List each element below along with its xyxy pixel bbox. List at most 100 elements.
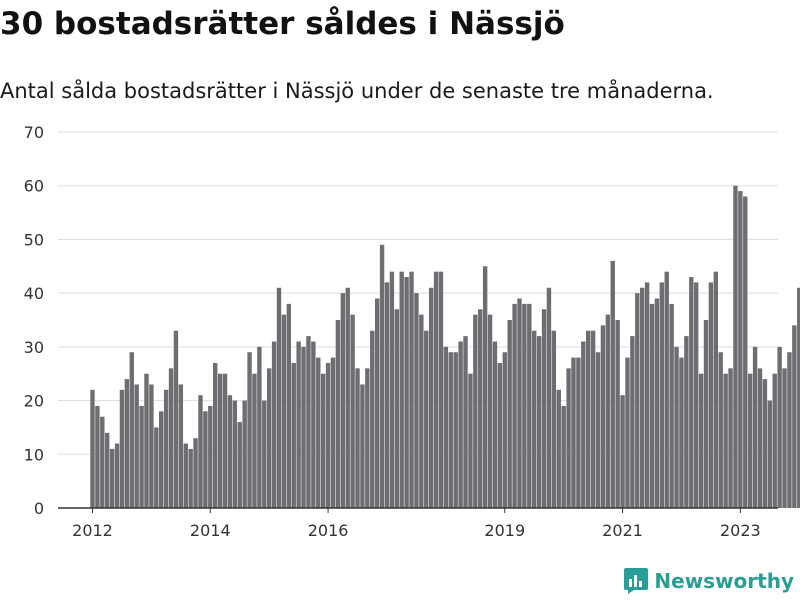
bar	[154, 427, 159, 508]
bar	[468, 373, 473, 508]
bar	[463, 336, 468, 508]
bar	[679, 357, 684, 508]
bar	[649, 303, 655, 508]
bar	[370, 330, 375, 508]
bar	[532, 330, 537, 508]
bar	[595, 352, 601, 508]
y-tick-label: 50	[24, 230, 44, 249]
bar	[743, 196, 748, 508]
bar	[620, 395, 625, 508]
bar	[502, 352, 507, 508]
bar	[144, 373, 149, 508]
x-tick-label: 2016	[308, 521, 349, 540]
x-tick-label: 2023	[720, 521, 761, 540]
bar	[718, 352, 723, 508]
x-axis: 2012201420162019202120232025	[58, 507, 778, 540]
bar	[723, 373, 728, 508]
bar	[482, 266, 488, 508]
bar	[762, 379, 768, 508]
bar	[684, 336, 689, 508]
bar	[664, 271, 669, 508]
bar	[566, 368, 571, 508]
bar	[242, 400, 247, 508]
bar	[605, 314, 611, 508]
y-tick-label: 60	[24, 177, 44, 196]
bar	[262, 400, 267, 508]
bar	[635, 293, 640, 508]
bar	[541, 309, 547, 508]
bar	[428, 287, 434, 508]
bar	[168, 368, 174, 508]
bar	[389, 271, 395, 508]
bar	[419, 314, 424, 508]
bar	[296, 341, 301, 508]
bar	[90, 389, 95, 508]
bar	[257, 346, 262, 508]
bar	[527, 303, 532, 508]
bar	[654, 298, 660, 508]
bar	[109, 448, 115, 508]
bar	[610, 260, 615, 508]
bar	[473, 314, 478, 508]
bar	[306, 336, 311, 508]
bar	[556, 389, 561, 508]
bar	[409, 271, 414, 508]
bar	[105, 432, 110, 508]
bar	[340, 293, 346, 508]
bar	[512, 303, 517, 508]
bar	[139, 405, 144, 508]
bar	[757, 368, 763, 508]
bar	[752, 346, 758, 508]
bar	[163, 389, 169, 508]
bar	[159, 411, 164, 508]
bar	[733, 185, 738, 508]
bar	[301, 346, 306, 508]
bar	[198, 395, 203, 508]
y-tick-label: 20	[24, 392, 44, 411]
bar	[232, 400, 238, 508]
bar	[100, 416, 105, 508]
bar	[134, 384, 139, 508]
bar	[266, 368, 272, 508]
x-tick-label: 2019	[484, 521, 525, 540]
bar	[311, 341, 316, 508]
bar	[208, 405, 213, 508]
bar	[767, 400, 772, 508]
bar	[713, 271, 719, 508]
bar	[703, 320, 709, 508]
bar	[777, 346, 782, 508]
chart-bars	[90, 185, 800, 509]
y-tick-label: 10	[24, 445, 44, 464]
bar	[644, 282, 650, 508]
bar	[708, 282, 714, 508]
bar	[124, 379, 130, 508]
y-tick-label: 70	[24, 123, 44, 142]
bar	[149, 384, 154, 508]
bar	[590, 330, 596, 508]
bar	[335, 320, 341, 508]
bar	[640, 287, 645, 508]
newsworthy-logo-icon	[624, 568, 649, 594]
bar	[394, 309, 399, 508]
bar	[355, 368, 360, 508]
bar	[193, 438, 198, 508]
bar	[222, 373, 228, 508]
brand-name: Newsworthy	[654, 569, 794, 593]
page-title: 30 bostadsrätter såldes i Nässjö	[0, 6, 565, 42]
bar	[551, 330, 557, 508]
bar	[424, 330, 429, 508]
bar	[95, 405, 100, 508]
bar	[522, 303, 527, 508]
bar	[252, 373, 257, 508]
bar	[630, 336, 635, 508]
bar	[271, 341, 277, 508]
bar	[571, 357, 576, 508]
bar	[438, 271, 444, 508]
bar	[517, 298, 522, 508]
bar	[782, 368, 787, 508]
bar-chart: 0 10 20 30 40 50 60 70 2012 2014 2016 2019 2021 2023…	[24, 123, 800, 540]
bar	[689, 277, 694, 508]
bar	[792, 325, 797, 508]
x-tick-label: 2012	[72, 521, 113, 540]
bar	[203, 411, 208, 508]
